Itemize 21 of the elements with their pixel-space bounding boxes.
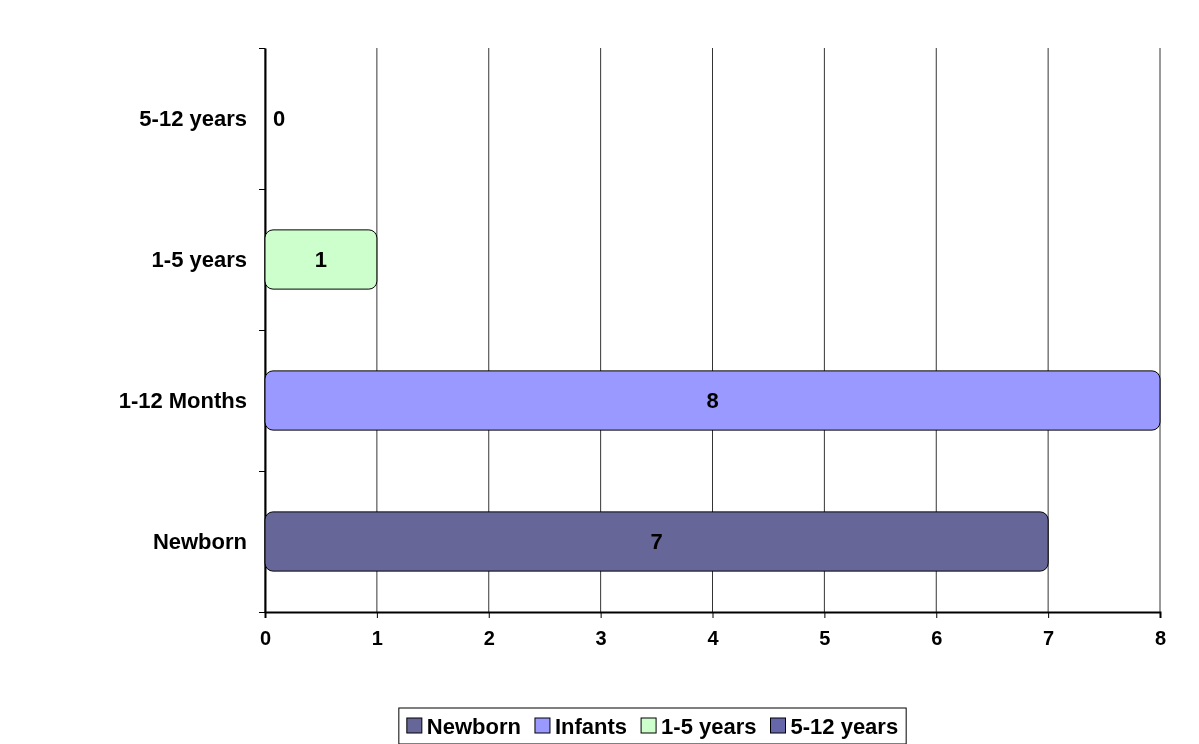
data-label: 7 (650, 529, 663, 555)
data-label: 1 (314, 247, 328, 273)
x-tick-label: 4 (707, 627, 720, 649)
x-tick-label: 8 (1154, 627, 1167, 649)
x-tick-label: 5 (819, 627, 831, 649)
y-tick-label: 1-5 years (151, 247, 247, 273)
legend-label: Infants (554, 713, 628, 739)
y-tick-label: Newborn (152, 529, 247, 555)
x-tick-label: 6 (931, 627, 943, 649)
legend-label: 1-5 years (661, 713, 757, 739)
y-tick-label: 1-12 Months (118, 388, 247, 414)
x-tick-label: 1 (371, 627, 383, 649)
x-tick-label: 2 (483, 627, 495, 649)
x-tick-label: 0 (259, 627, 272, 649)
legend-label: 5-12 years (790, 713, 899, 739)
x-tick-label: 7 (1043, 627, 1055, 649)
legend-label: Newborn (426, 713, 521, 739)
y-tick-label: 5-12 years (139, 106, 247, 132)
data-label: 8 (706, 388, 719, 414)
x-tick-label: 3 (595, 627, 607, 649)
data-label: 0 (272, 106, 286, 132)
